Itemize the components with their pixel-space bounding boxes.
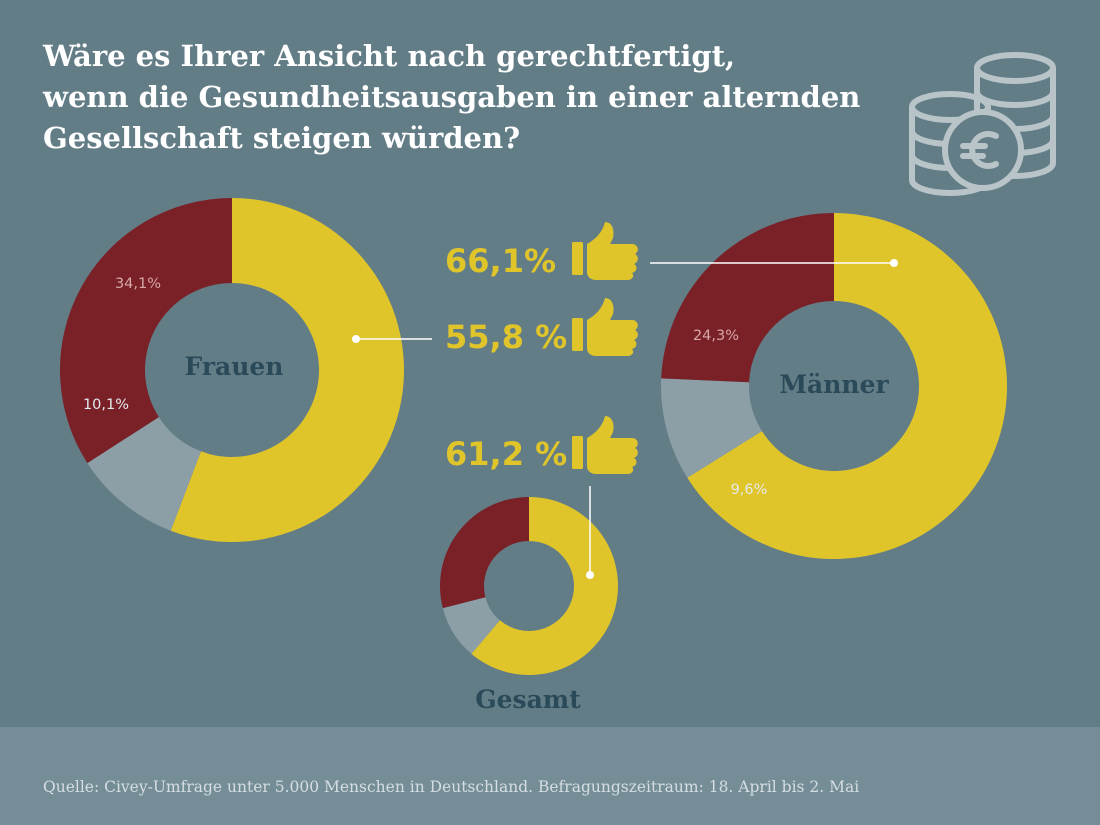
- thumbs-up-icon-maenner: [572, 222, 638, 280]
- source-note: Quelle: Civey-Umfrage unter 5.000 Mensch…: [43, 778, 860, 796]
- footer-band: [0, 727, 1100, 825]
- title-line-3: Gesellschaft steigen würden?: [43, 121, 521, 155]
- pct-yes-frauen: 55,8 %: [445, 318, 567, 356]
- slice-maenner-undecided: [661, 378, 762, 478]
- slice-maenner-no: [661, 213, 834, 383]
- slice-label-frauen-no: 34,1%: [115, 276, 161, 292]
- pct-yes-maenner: 66,1%: [445, 242, 556, 280]
- leader-line-maenner: [650, 259, 898, 267]
- slice-label-frauen-undecided: 10,1%: [83, 397, 129, 413]
- slice-gesamt-yes: [471, 497, 618, 675]
- donut-label-gesamt: Gesamt: [475, 685, 581, 714]
- thumbs-up-icon-frauen: [572, 298, 638, 356]
- donut-label-maenner: Männer: [779, 370, 889, 399]
- slice-frauen-undecided: [87, 417, 201, 531]
- title-line-1: Wäre es Ihrer Ansicht nach gerechtfertig…: [43, 39, 736, 73]
- slice-frauen-yes: [170, 198, 404, 542]
- thumbs-up-icon-gesamt: [572, 416, 638, 474]
- coins-euro-icon: [909, 52, 1056, 196]
- chart-title: Wäre es Ihrer Ansicht nach gerechtfertig…: [43, 36, 903, 159]
- leader-line-frauen: [352, 335, 432, 343]
- title-line-2: wenn die Gesundheitsausgaben in einer al…: [43, 80, 861, 114]
- slice-frauen-no: [60, 198, 232, 464]
- leader-line-gesamt: [586, 486, 594, 579]
- donut-charts: Frauen Männer Gesamt 66,1% 55,8 % 61,2 %…: [60, 52, 1056, 714]
- slice-label-maenner-undecided: 9,6%: [731, 482, 768, 498]
- pct-yes-gesamt: 61,2 %: [445, 435, 567, 473]
- slice-label-maenner-no: 24,3%: [693, 328, 739, 344]
- slice-maenner-yes: [687, 213, 1008, 559]
- donut-label-frauen: Frauen: [185, 352, 284, 381]
- slice-gesamt-undecided: [442, 597, 500, 654]
- slice-gesamt-no: [440, 497, 529, 609]
